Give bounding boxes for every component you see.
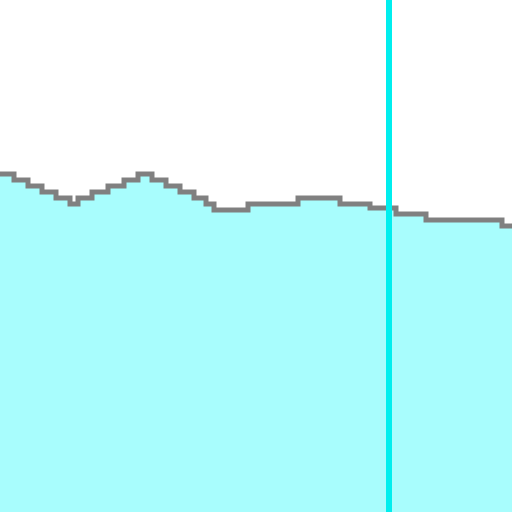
vertical-marker-line [386, 0, 392, 512]
water-body [0, 174, 512, 512]
water-surface-line [0, 171, 512, 229]
